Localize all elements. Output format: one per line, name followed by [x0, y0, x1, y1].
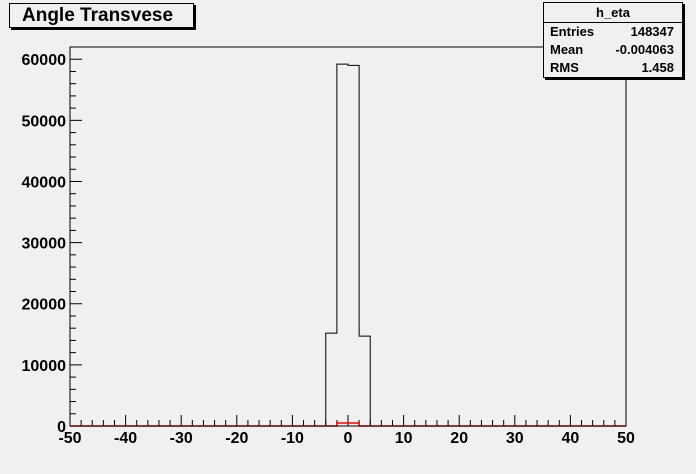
histogram-bin	[326, 333, 337, 426]
y-tick-label: 50000	[22, 113, 67, 130]
histogram-bin	[348, 65, 359, 426]
stats-row-mean: Mean -0.004063	[544, 41, 682, 59]
x-tick-label: -30	[170, 430, 193, 447]
x-axis-labels: -50 -40 -30 -20 -10 0 10 20 30 40 50	[58, 430, 635, 447]
histogram-bin	[337, 64, 348, 426]
x-tick-label: 50	[617, 430, 635, 447]
stats-key: RMS	[550, 60, 579, 75]
x-tick-label: 40	[562, 430, 580, 447]
x-tick-label: 10	[395, 430, 413, 447]
y-tick-label: 20000	[22, 297, 67, 314]
y-tick-label: 60000	[22, 52, 67, 69]
histogram-series	[70, 63, 626, 427]
y-axis-ticks	[70, 46, 82, 427]
x-tick-label: -20	[225, 430, 248, 447]
x-tick-label: -50	[58, 430, 81, 447]
y-tick-label: 40000	[22, 174, 67, 191]
chart-title: Angle Transvese	[9, 3, 194, 28]
stats-box: h_eta Entries 148347 Mean -0.004063 RMS …	[543, 2, 683, 78]
stats-key: Entries	[550, 24, 595, 39]
stats-row-entries: Entries 148347	[544, 23, 682, 41]
x-tick-label: 30	[506, 430, 524, 447]
y-tick-label: 10000	[22, 358, 67, 375]
x-tick-label: -10	[281, 430, 304, 447]
stats-value: 148347	[630, 24, 674, 39]
y-tick-label: 0	[57, 419, 66, 436]
y-axis-labels: 0 10000 20000 30000 40000 50000 60000	[22, 52, 67, 436]
histogram-primary	[325, 63, 371, 426]
plot-frame	[69, 46, 627, 427]
stats-row-rms: RMS 1.458	[544, 59, 682, 77]
stats-name: h_eta	[544, 3, 682, 23]
histogram-bin	[359, 336, 370, 426]
y-tick-label: 30000	[22, 236, 67, 253]
x-tick-label: -40	[114, 430, 137, 447]
x-tick-label: 20	[450, 430, 468, 447]
stats-value: 1.458	[641, 60, 674, 75]
x-axis-ticks	[69, 415, 627, 426]
stats-key: Mean	[550, 42, 584, 57]
stats-value: -0.004063	[615, 42, 674, 57]
x-tick-label: 0	[344, 430, 353, 447]
